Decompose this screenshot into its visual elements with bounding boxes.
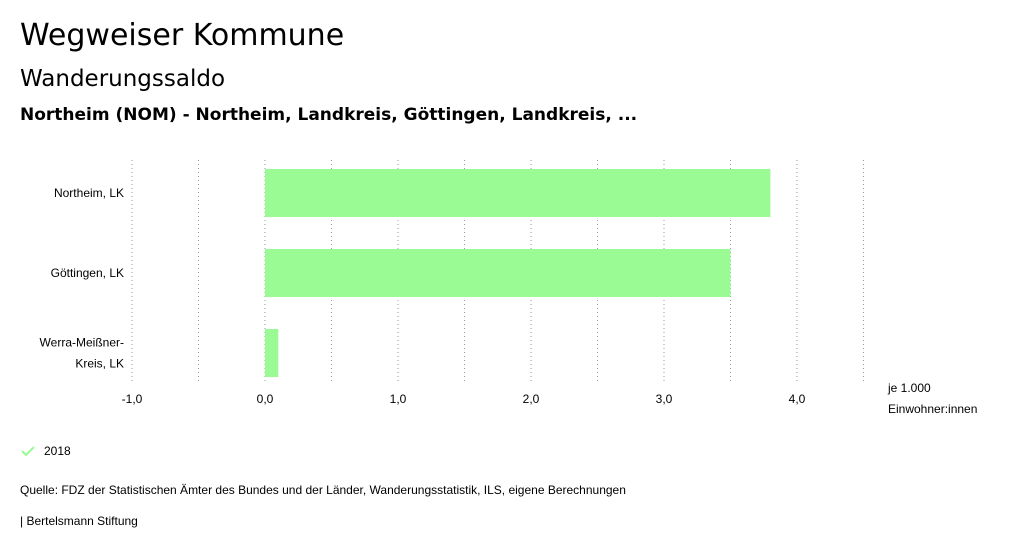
legend[interactable]: 2018 xyxy=(20,443,71,459)
check-icon xyxy=(21,446,35,457)
unit-label: je 1.000 xyxy=(887,381,931,395)
legend-label: 2018 xyxy=(44,444,71,458)
region-title: Northeim (NOM) - Northeim, Landkreis, Gö… xyxy=(20,105,638,125)
x-tick-label: 3,0 xyxy=(656,392,673,406)
category-label: Northeim, LK xyxy=(54,186,124,200)
category-label: Göttingen, LK xyxy=(51,266,124,280)
x-tick-label: 2,0 xyxy=(523,392,540,406)
bar[interactable] xyxy=(265,249,731,297)
app-title: Wegweiser Kommune xyxy=(20,18,345,53)
page-subtitle: Wanderungssaldo xyxy=(20,66,226,92)
footer-credit: | Bertelsmann Stiftung xyxy=(20,514,138,528)
bar-chart: -1,0 0,0 1,0 2,0 3,0 4,0 je 1.000 Einwohner:inn… xyxy=(40,160,977,416)
x-tick-label: -1,0 xyxy=(122,392,143,406)
unit-label: Einwohner:innen xyxy=(888,402,977,416)
category-label: Werra-Meißner- xyxy=(40,336,124,350)
x-tick-label: 1,0 xyxy=(390,392,407,406)
source-note: Quelle: FDZ der Statistischen Ämter des … xyxy=(20,483,626,497)
x-tick-label: 4,0 xyxy=(789,392,806,406)
bar[interactable] xyxy=(265,329,279,377)
category-label: Kreis, LK xyxy=(75,357,124,371)
bar[interactable] xyxy=(265,169,771,217)
x-tick-label: 0,0 xyxy=(257,392,274,406)
